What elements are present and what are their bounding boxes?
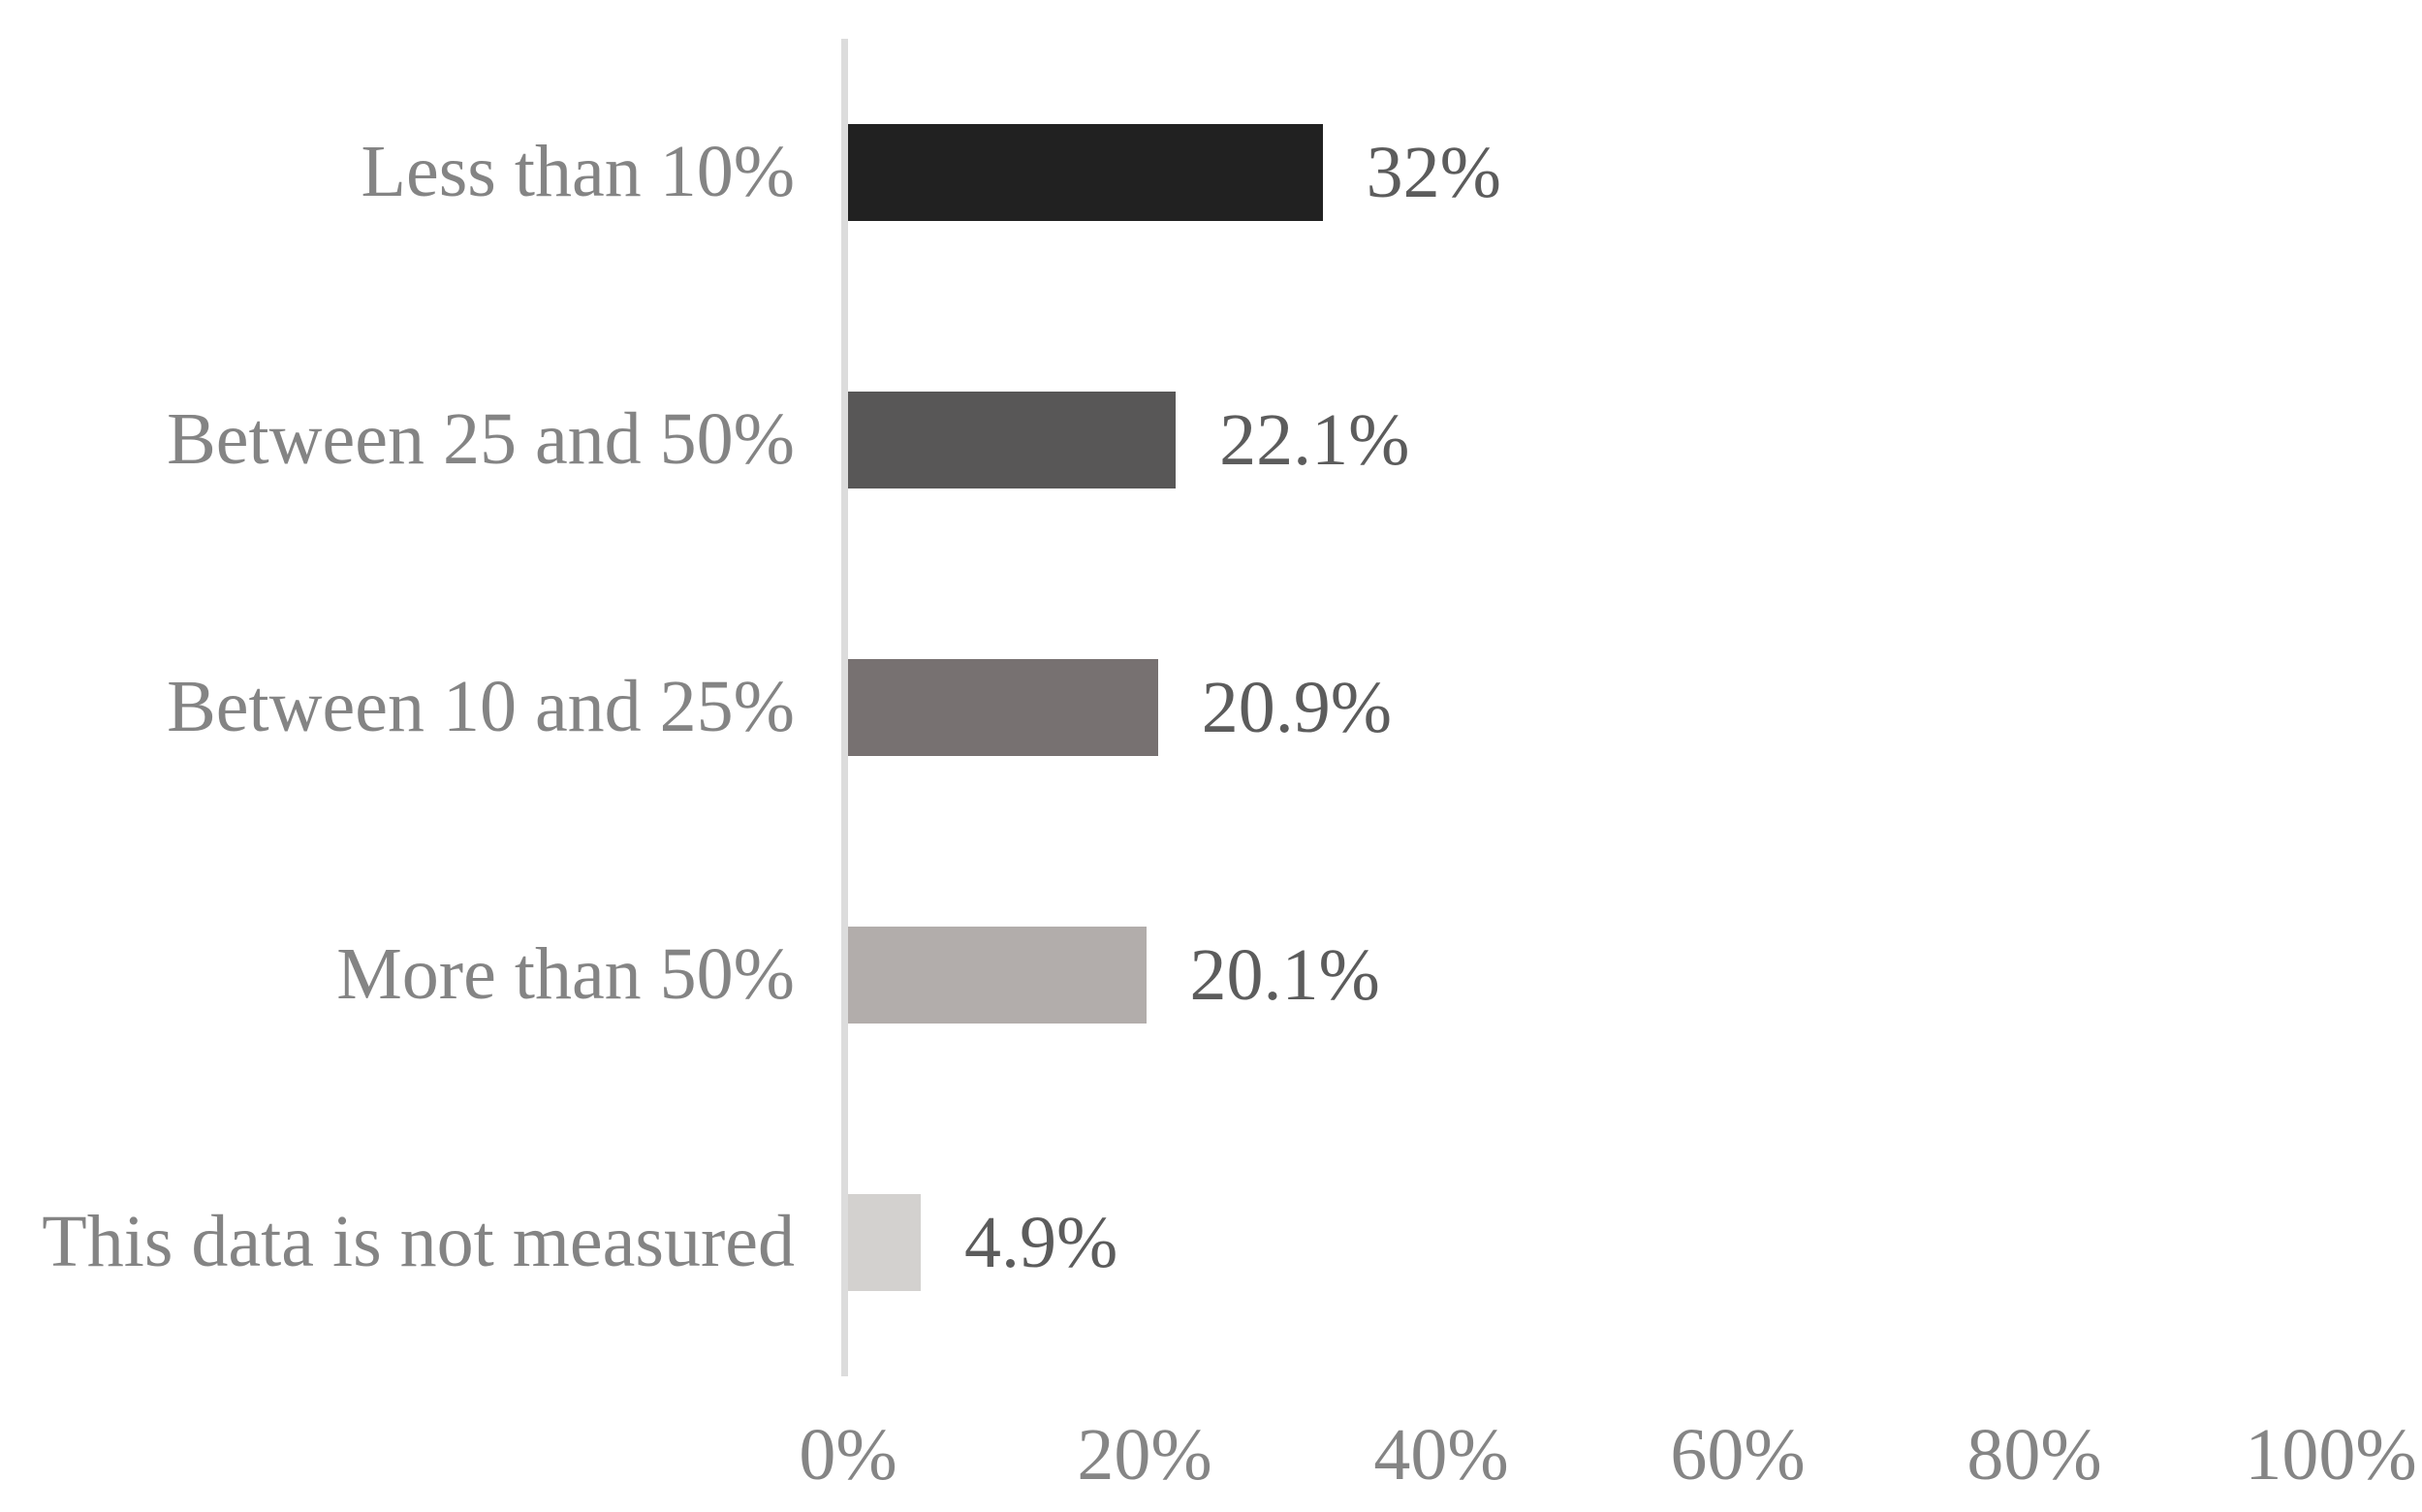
bar-area: 4.9% [841, 1109, 2422, 1376]
bar-area: 32% [841, 39, 2422, 306]
chart-row: More than 50% 20.1% [0, 841, 2422, 1109]
x-tick-label: 80% [1966, 1414, 2102, 1496]
bar-area: 20.1% [841, 841, 2422, 1109]
chart-row: This data is not measured 4.9% [0, 1109, 2422, 1376]
value-label: 4.9% [963, 1201, 1118, 1283]
bar [848, 659, 1158, 756]
category-label: Between 10 and 25% [167, 666, 795, 748]
bar [848, 1194, 921, 1291]
value-label: 32% [1366, 131, 1501, 213]
bar [848, 124, 1323, 221]
bar [848, 392, 1177, 488]
x-tick-label: 40% [1373, 1414, 1509, 1496]
x-tick-label: 20% [1077, 1414, 1212, 1496]
category-label: Between 25 and 50% [167, 398, 795, 481]
value-label: 22.1% [1219, 398, 1410, 481]
bar-area: 22.1% [841, 306, 2422, 574]
bar [848, 927, 1147, 1024]
x-tick-label: 60% [1670, 1414, 1806, 1496]
y-axis-line [841, 39, 848, 1376]
value-label: 20.9% [1201, 666, 1393, 748]
chart-row: Less than 10% 32% [0, 39, 2422, 306]
x-axis-ticks: 0% 20% 40% 60% 80% 100% [0, 1413, 2422, 1512]
chart-rows: Less than 10% 32% Between 25 and 50% 22.… [0, 39, 2422, 1376]
category-label: Less than 10% [361, 131, 795, 213]
x-tick-label: 0% [799, 1414, 897, 1496]
category-label: More than 50% [336, 933, 795, 1016]
chart-row: Between 25 and 50% 22.1% [0, 306, 2422, 574]
x-tick-label: 100% [2245, 1414, 2417, 1496]
category-label: This data is not measured [42, 1201, 795, 1283]
value-label: 20.1% [1189, 933, 1380, 1016]
chart-row: Between 10 and 25% 20.9% [0, 574, 2422, 841]
bar-area: 20.9% [841, 574, 2422, 841]
